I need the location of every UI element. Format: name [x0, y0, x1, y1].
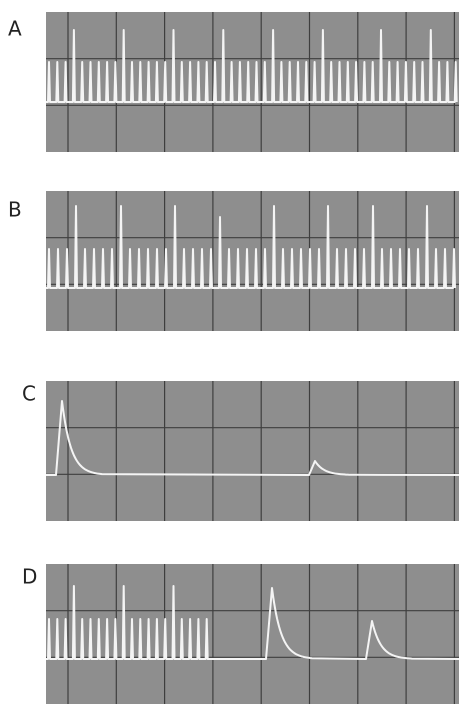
screen: [46, 191, 459, 331]
trace: [46, 400, 459, 476]
panel-label: B: [8, 198, 22, 222]
panel-label: C: [22, 382, 36, 406]
trace: [46, 29, 458, 103]
trace: [46, 585, 459, 660]
trace: [46, 205, 456, 289]
screen: [46, 381, 459, 521]
panel-label: D: [22, 565, 37, 589]
panel-label: A: [8, 17, 22, 41]
